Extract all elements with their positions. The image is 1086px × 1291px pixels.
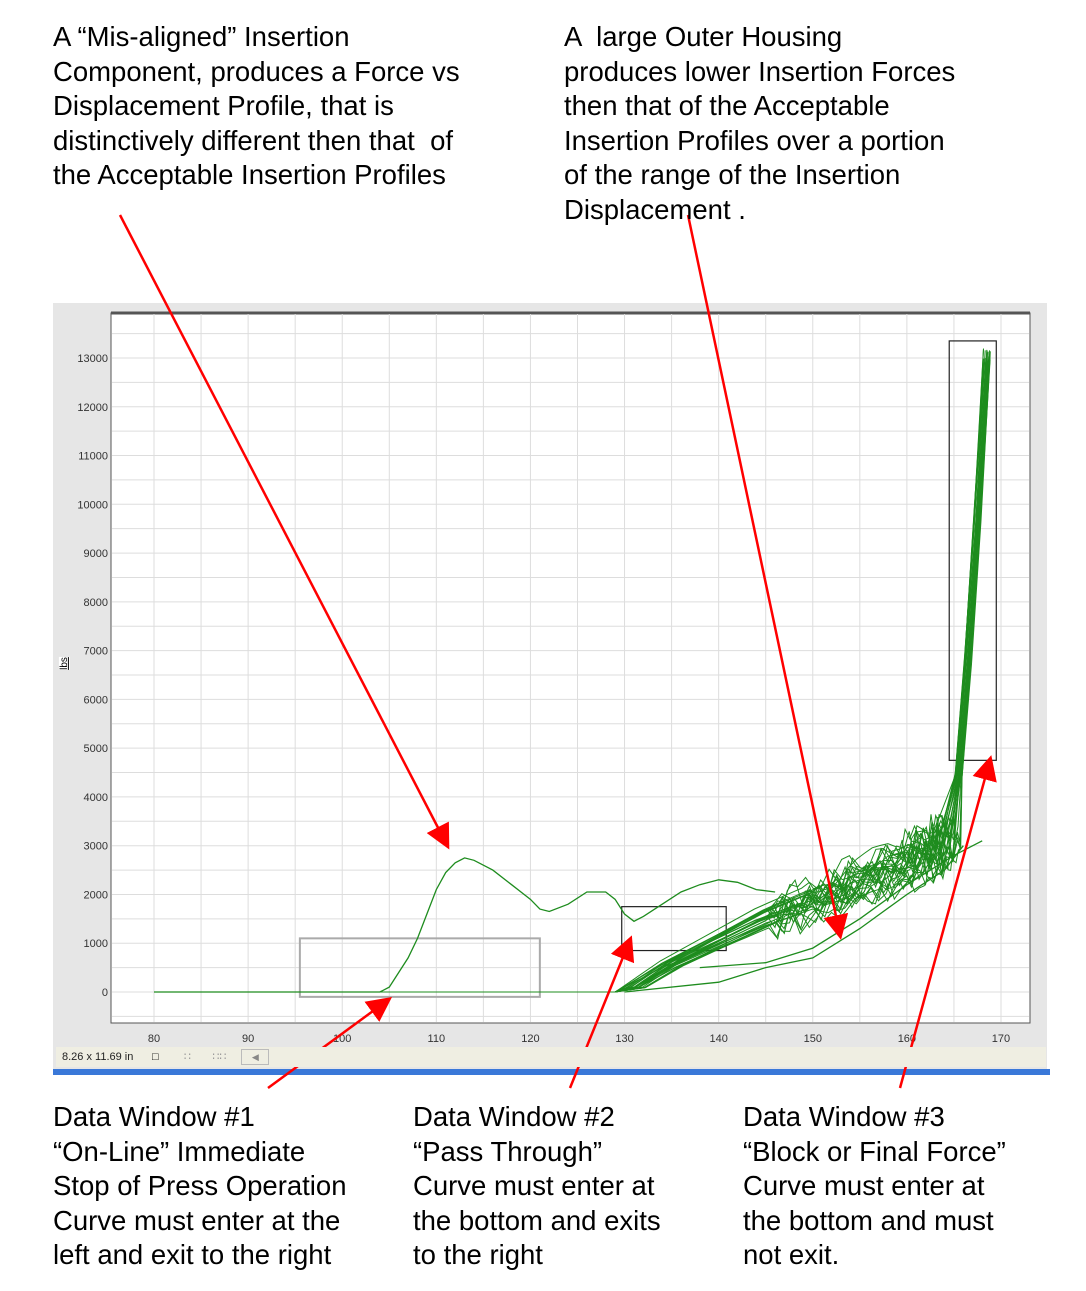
series-acceptable-line: [154, 365, 988, 993]
y-tick-label: 0: [102, 987, 108, 999]
x-tick-label: 130: [615, 1033, 633, 1045]
fit-width-icon[interactable]: ∷: [183, 1051, 191, 1063]
y-axis-label: lbs: [58, 657, 70, 670]
y-tick-label: 3000: [84, 841, 108, 853]
y-tick-label: 9000: [84, 548, 108, 560]
x-tick-label: 170: [992, 1033, 1010, 1045]
data-window-1: [298, 937, 541, 998]
series-large-outer-housing-b-line: [699, 840, 983, 969]
accent-bar: [53, 1069, 1050, 1075]
series-large-outer-housing-a-line: [624, 845, 964, 993]
y-tick-label: 13000: [77, 353, 108, 365]
arrow-window1: [267, 997, 393, 1090]
annotation-outer-housing: A large Outer Housing produces lower Ins…: [564, 21, 956, 225]
multi-page-icon[interactable]: ∷∷: [212, 1051, 227, 1063]
y-tick-label: 11000: [78, 451, 108, 463]
plot-area: [110, 312, 1031, 1024]
y-tick-label: 10000: [77, 499, 108, 511]
y-tick-label: 6000: [84, 694, 108, 706]
series-acceptable-line: [154, 363, 990, 993]
y-tick-label: 8000: [84, 597, 108, 609]
series-mis-aligned-line: [154, 857, 776, 993]
single-page-icon[interactable]: □: [152, 1051, 159, 1063]
annotation-window2: Data Window #2 “Pass Through” Curve must…: [413, 1101, 661, 1271]
arrow-misaligned: [118, 214, 450, 850]
y-tick-label: 12000: [77, 402, 108, 414]
y-tick-label: 2000: [84, 889, 108, 901]
status-bar: 8.26 x 11.69 in □ ∷ ∷∷ ◀: [56, 1047, 1046, 1067]
x-tick-label: 120: [521, 1033, 539, 1045]
series-acceptable-line: [154, 350, 988, 993]
x-tick-label: 150: [804, 1033, 822, 1045]
x-tick-label: 80: [148, 1033, 160, 1045]
annotation-window1: Data Window #1 “On-Line” Immediate Stop …: [53, 1101, 347, 1271]
y-tick-label: 7000: [84, 646, 108, 658]
arrow-window3: [898, 755, 997, 1089]
series-acceptable-line: [154, 370, 984, 993]
annotation-window3: Data Window #3 “Block or Final Force” Cu…: [743, 1101, 1006, 1271]
y-tick-label: 1000: [84, 938, 108, 950]
data-window-2: [621, 906, 727, 952]
annotation-misaligned: A “Mis-aligned” Insertion Component, pro…: [53, 21, 460, 191]
x-tick-label: 110: [428, 1033, 446, 1045]
scroll-left-icon[interactable]: ◀: [241, 1049, 270, 1065]
x-tick-label: 90: [242, 1033, 254, 1045]
y-tick-label: 5000: [84, 743, 108, 755]
series-acceptable-line: [154, 348, 984, 993]
page-size-label: 8.26 x 11.69 in: [62, 1051, 134, 1063]
series-acceptable-line: [154, 373, 988, 993]
y-tick-label: 4000: [84, 792, 108, 804]
series-acceptable-line: [154, 351, 991, 993]
x-tick-label: 140: [709, 1033, 727, 1045]
arrow-outer-housing: [686, 214, 849, 940]
